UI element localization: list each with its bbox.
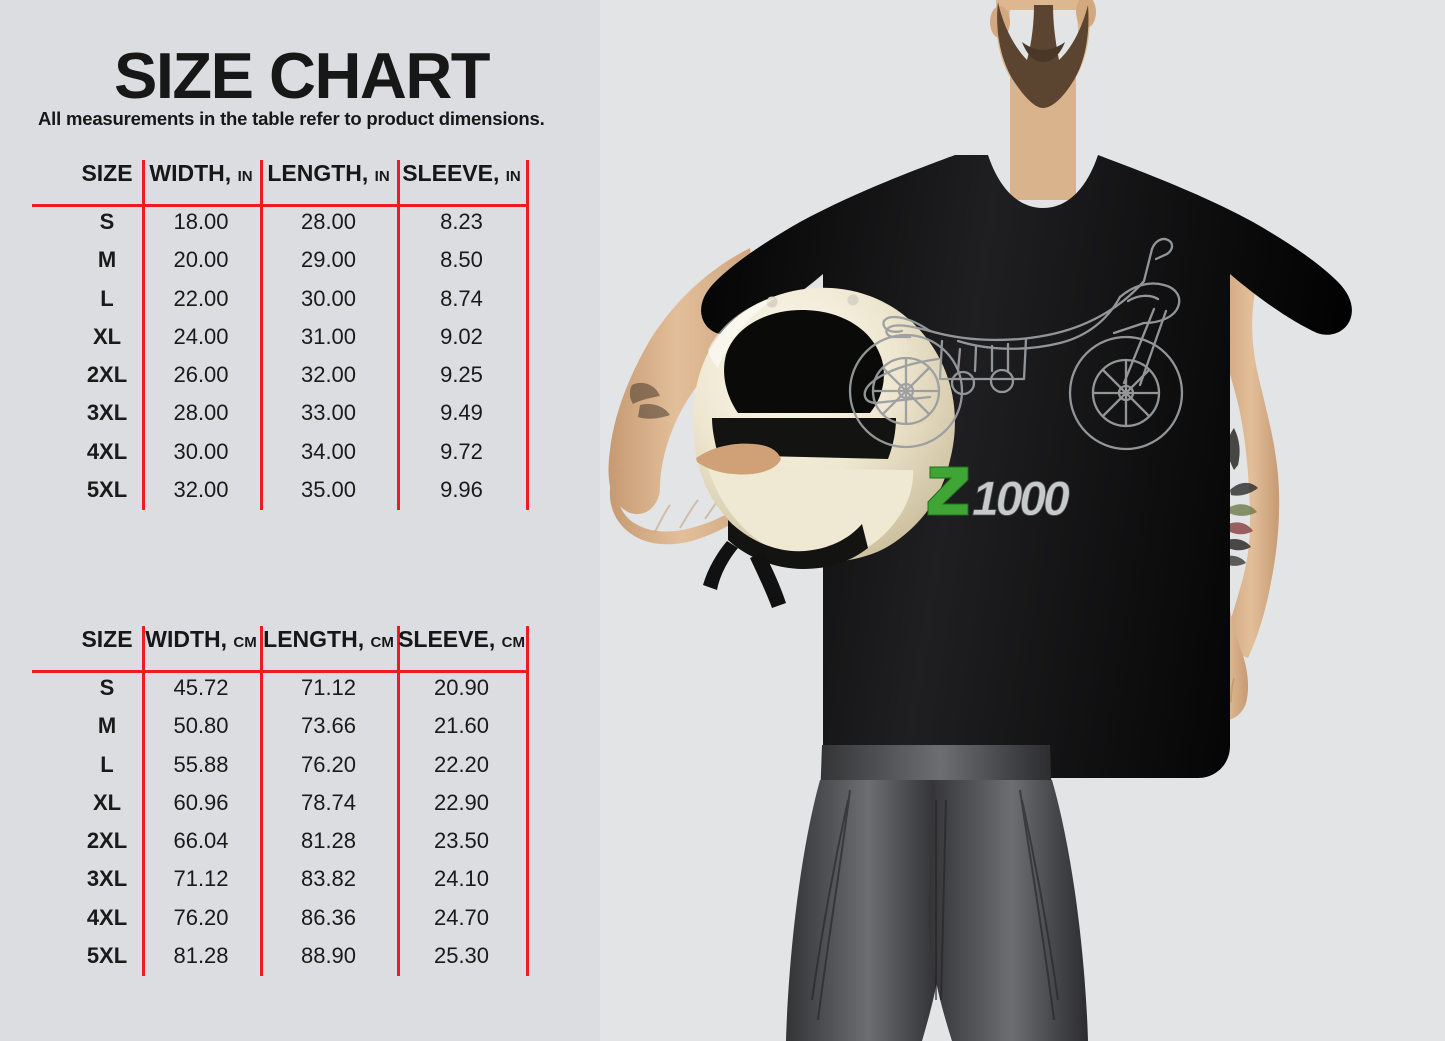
svg-text:1000: 1000 [972, 473, 1070, 526]
